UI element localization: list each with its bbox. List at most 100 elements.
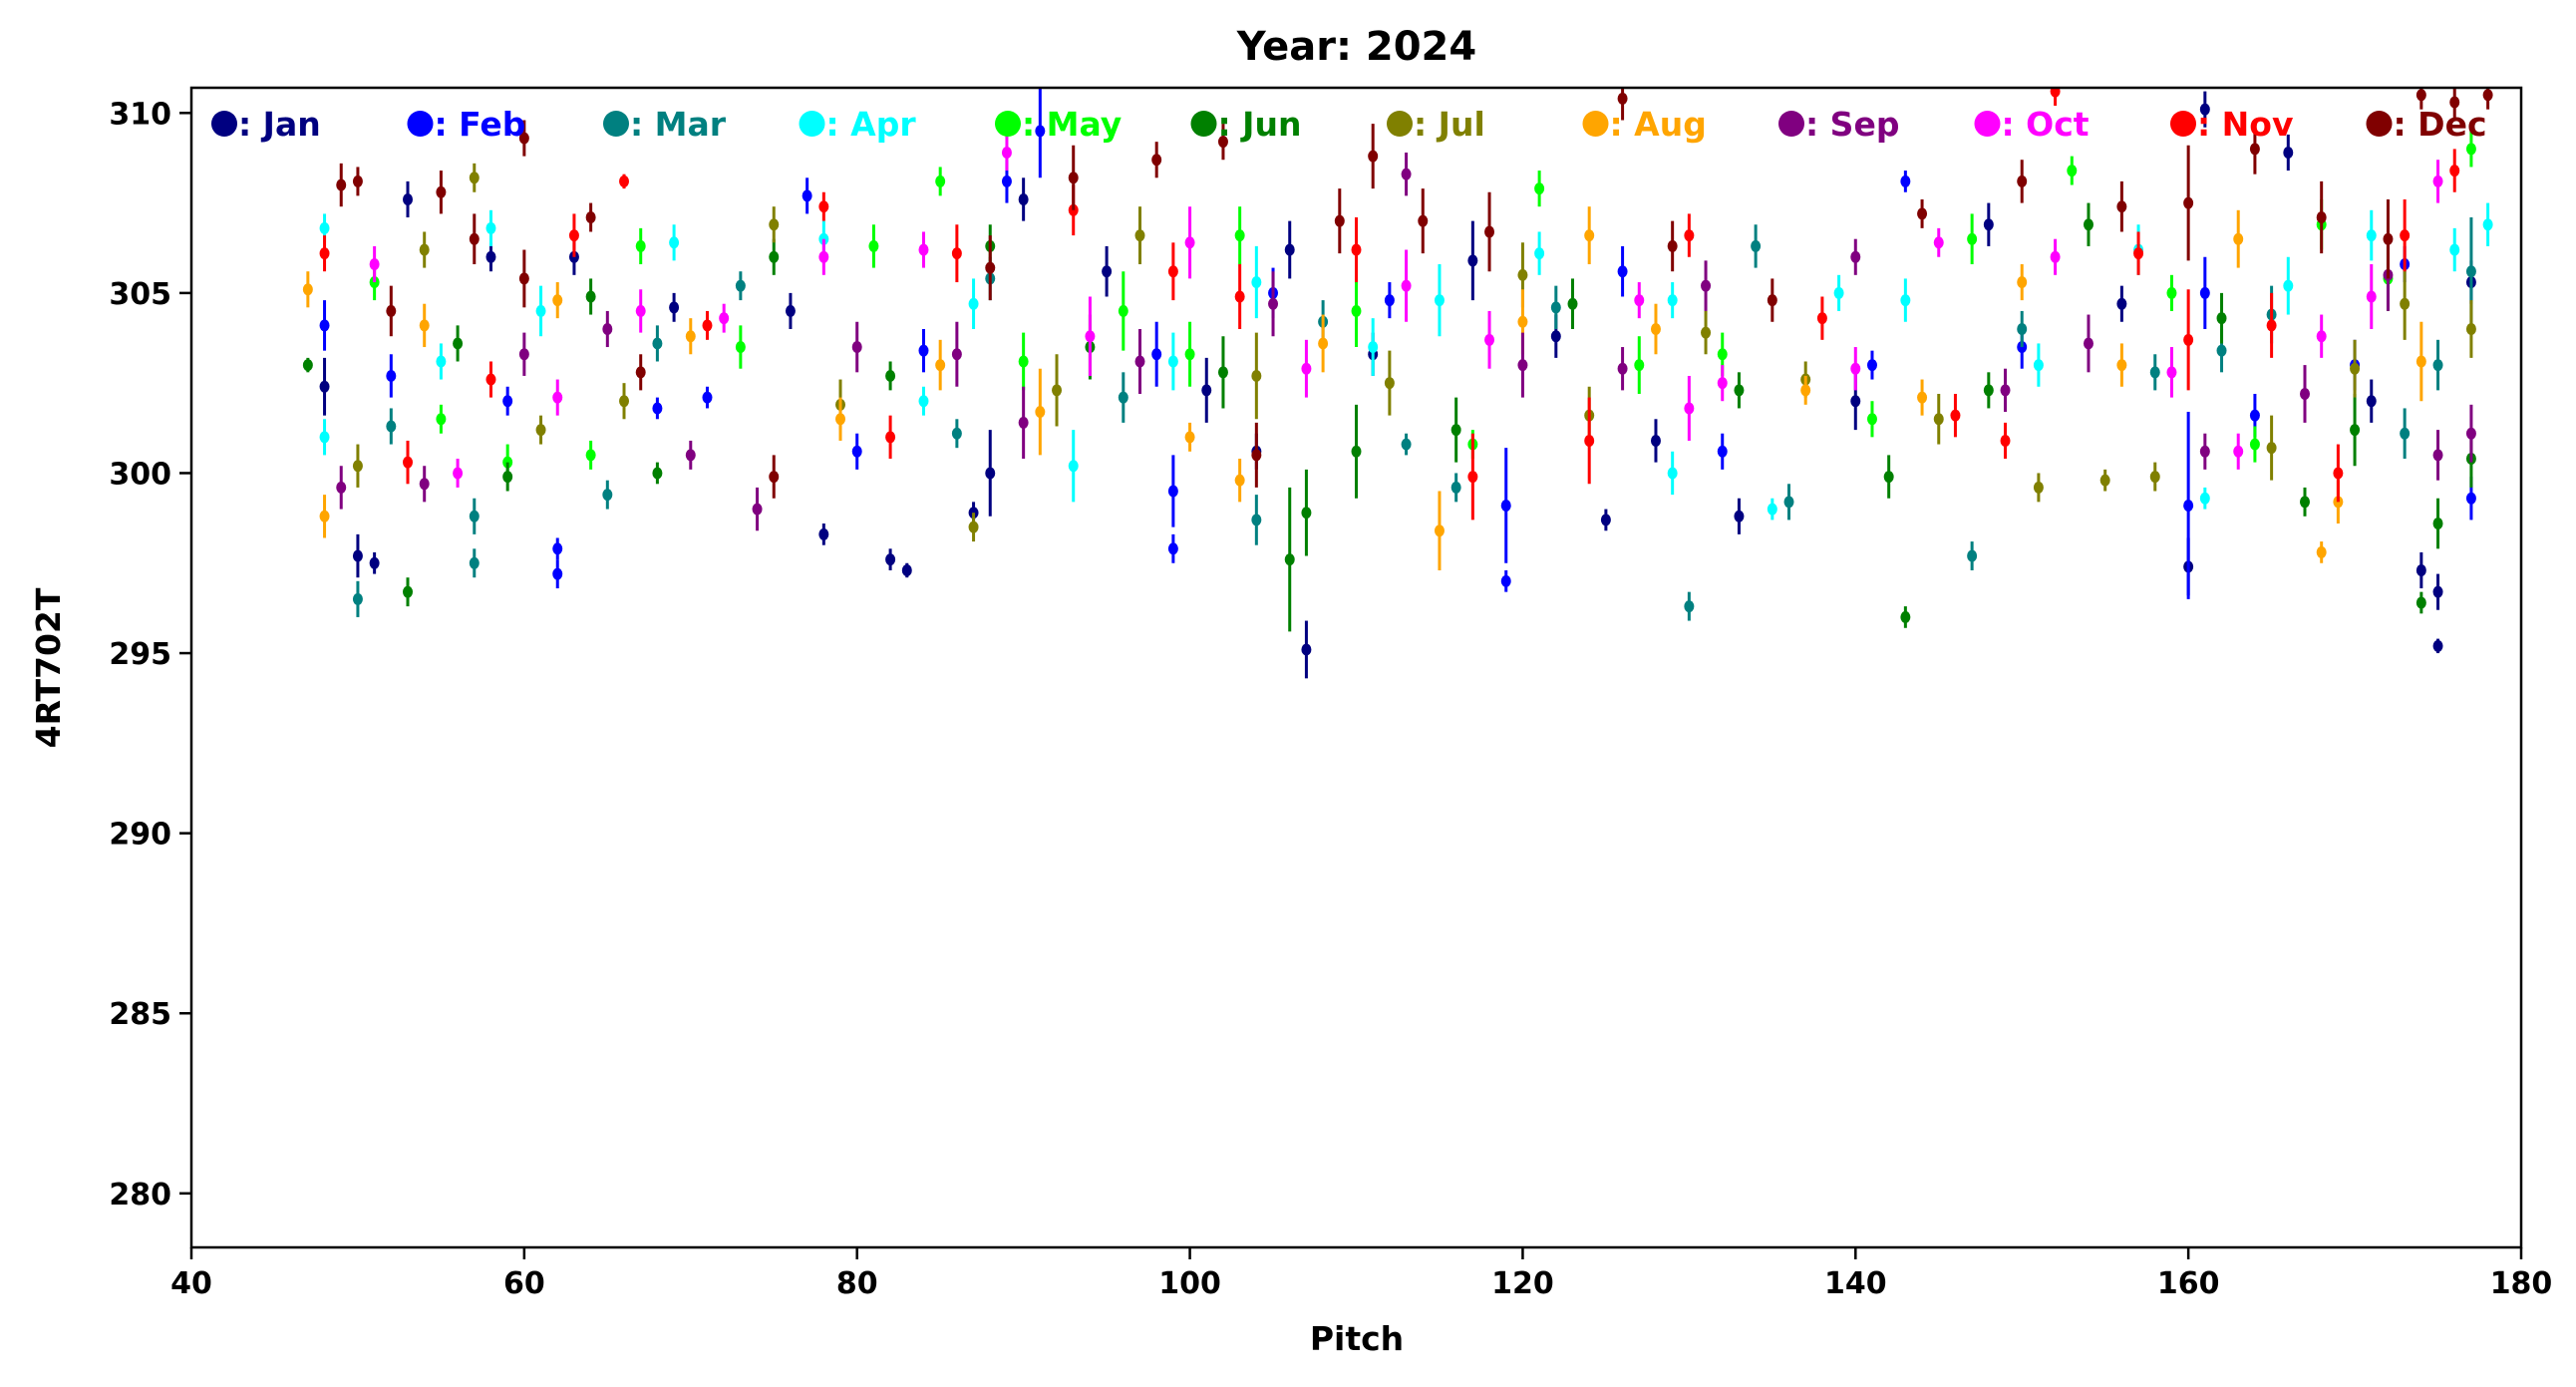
data-point (1251, 449, 1262, 462)
x-tick-label: 120 (1491, 1266, 1554, 1301)
data-point (818, 200, 829, 213)
plot-frame (189, 86, 2523, 1249)
data-point (2316, 211, 2327, 224)
series-aug (302, 206, 2426, 570)
data-point (453, 337, 464, 350)
data-point (652, 337, 663, 350)
data-point (469, 172, 480, 184)
data-point (2249, 409, 2260, 422)
data-point (602, 489, 613, 502)
data-point (635, 304, 646, 317)
legend-marker (1778, 111, 1804, 137)
legend-marker (211, 111, 237, 137)
data-point (319, 510, 330, 522)
data-point (652, 467, 663, 480)
data-point (552, 294, 563, 307)
data-point (1401, 168, 1412, 180)
data-point (752, 503, 763, 516)
data-point (403, 585, 414, 598)
data-point (685, 330, 696, 343)
data-point (1167, 265, 1178, 278)
data-point (1667, 467, 1678, 480)
data-point (419, 319, 430, 332)
data-point (2333, 467, 2344, 480)
data-point (669, 236, 680, 249)
data-point (2166, 286, 2177, 299)
data-point (2116, 297, 2127, 310)
data-point (1450, 481, 1461, 494)
data-point (2199, 103, 2210, 116)
x-tick-label: 100 (1158, 1266, 1221, 1301)
data-point (568, 229, 579, 242)
legend-marker (1190, 111, 1217, 137)
data-point (1850, 395, 1861, 408)
data-point (2432, 585, 2443, 598)
legend-label: : Dec (2394, 105, 2487, 144)
legend-label: : Apr (826, 105, 917, 144)
data-point (1550, 301, 1561, 314)
data-point (1151, 348, 1162, 361)
legend-label: : Aug (1610, 105, 1707, 144)
data-point (1301, 507, 1312, 520)
data-point (851, 445, 862, 458)
data-point (2465, 322, 2476, 335)
y-tick-label: 295 (109, 637, 171, 672)
data-point (2249, 438, 2260, 451)
x-axis: 40 60 80 100 120 140 160 180 (170, 1247, 2552, 1301)
data-point (1351, 445, 1362, 458)
data-point (436, 413, 447, 426)
data-point (1751, 239, 1762, 252)
data-point (885, 553, 896, 566)
data-point (585, 449, 596, 462)
data-point (1783, 496, 1794, 509)
data-point (2166, 366, 2177, 379)
x-tick-label: 60 (503, 1266, 545, 1301)
data-point (2033, 359, 2044, 372)
data-point (1800, 384, 1811, 397)
data-point (1001, 147, 1012, 160)
legend-marker (407, 111, 434, 137)
data-point (1434, 294, 1445, 307)
data-point (2400, 297, 2411, 310)
data-point (1634, 294, 1645, 307)
data-point (518, 132, 529, 145)
data-point (2449, 243, 2460, 256)
data-point (2482, 218, 2493, 231)
data-point (1018, 416, 1029, 429)
data-point (485, 250, 496, 263)
data-point (2216, 344, 2227, 357)
legend-label: : Feb (435, 105, 526, 144)
data-point (735, 279, 746, 292)
data-point (2366, 395, 2377, 408)
data-point (2266, 319, 2277, 332)
data-point (319, 221, 330, 234)
legend-label: : Jul (1414, 105, 1485, 144)
data-point (1418, 214, 1429, 227)
data-point (1268, 297, 1279, 310)
data-point (502, 395, 513, 408)
data-point (1500, 574, 1511, 587)
data-point (835, 413, 846, 426)
data-point (352, 174, 363, 187)
data-point (2465, 143, 2476, 156)
data-point (1667, 239, 1678, 252)
data-point (1933, 413, 1944, 426)
data-point (1184, 348, 1195, 361)
data-point (518, 348, 529, 361)
data-point (2116, 200, 2127, 213)
data-point (2199, 286, 2210, 299)
data-point (1217, 366, 1228, 379)
data-point (1717, 445, 1728, 458)
data-point (635, 239, 646, 252)
data-point (1933, 236, 1944, 249)
data-point (1900, 294, 1911, 307)
data-point (769, 250, 780, 263)
data-point (2199, 492, 2210, 505)
data-point (1734, 384, 1745, 397)
data-point (2000, 434, 2011, 447)
data-point (652, 402, 663, 415)
data-point (669, 301, 680, 314)
data-point (386, 304, 397, 317)
data-point (1484, 225, 1495, 238)
